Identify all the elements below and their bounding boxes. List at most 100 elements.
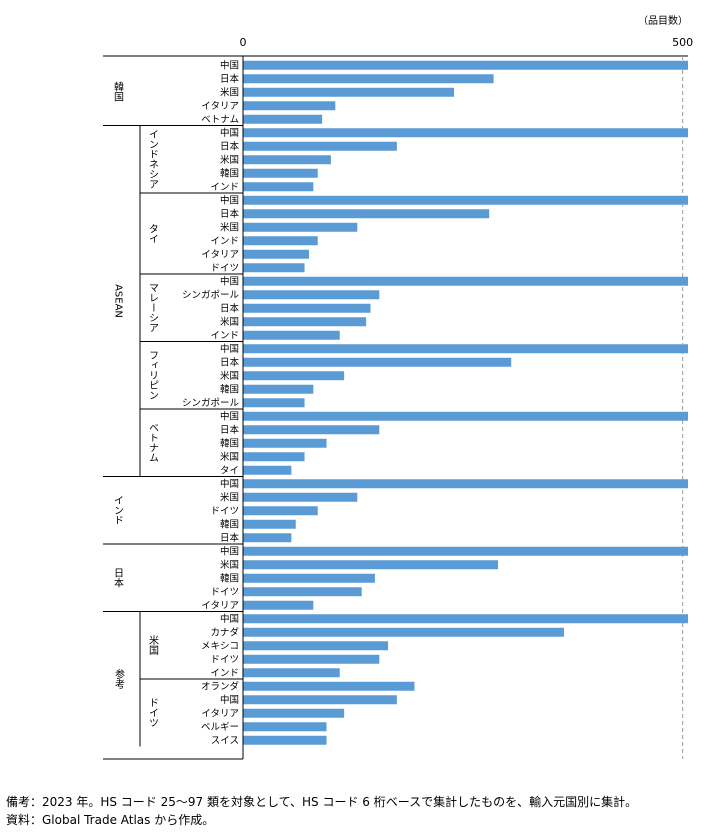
category-label: 米国 <box>220 370 239 382</box>
country-label: フィリピン <box>147 350 158 400</box>
category-label: 米国 <box>220 87 239 99</box>
category-label: インド <box>210 331 239 342</box>
category-label: 日本 <box>220 424 240 436</box>
country-label: インドネシア <box>147 129 159 189</box>
bar <box>243 425 380 435</box>
bar <box>243 438 327 448</box>
note-remarks: 備考：2023 年。HS コード 25～97 類を対象として、HS コード 6 … <box>6 795 638 809</box>
category-label: ベトナム <box>201 115 239 126</box>
category-label: ドイツ <box>210 655 239 666</box>
bar <box>243 317 367 327</box>
category-label: 米国 <box>220 222 239 234</box>
category-label: 韓国 <box>220 574 239 585</box>
category-label: 韓国 <box>220 439 239 450</box>
country-label: インド <box>112 495 124 525</box>
category-label: イタリア <box>201 709 239 720</box>
bar <box>243 411 688 421</box>
bar <box>243 627 564 637</box>
category-label: タイ <box>220 466 239 477</box>
bar <box>243 128 688 138</box>
note-source: 資料：Global Trade Atlas から作成。 <box>6 813 215 827</box>
category-label: カナダ <box>210 627 239 639</box>
category-label: 米国 <box>220 451 239 463</box>
category-label: 中国 <box>220 411 239 423</box>
category-label: インド <box>210 668 239 679</box>
category-label: 韓国 <box>220 385 239 396</box>
region-label: 参考 <box>113 668 125 690</box>
category-label: 米国 <box>220 316 239 328</box>
bar-chart: （品目数）05001,0001,5002,000中国日本米国イタリアベトナム中国… <box>103 14 693 760</box>
bar <box>243 546 688 556</box>
category-label: 中国 <box>220 276 239 288</box>
category-label: イタリア <box>201 101 239 112</box>
bar <box>243 681 415 691</box>
bar <box>243 182 314 192</box>
bar <box>243 263 305 273</box>
category-label: ベルギー <box>201 722 239 733</box>
bar <box>243 587 362 597</box>
category-label: 中国 <box>220 60 239 72</box>
category-label: ドイツ <box>210 263 239 274</box>
bar <box>243 398 305 408</box>
bar <box>243 384 314 394</box>
bar <box>243 600 314 610</box>
bar <box>243 303 371 313</box>
category-label: スイス <box>211 736 239 747</box>
country-label: 米国 <box>147 634 159 656</box>
bar <box>243 641 389 651</box>
category-label: 中国 <box>220 343 239 355</box>
x-tick-label: 500 <box>672 36 693 49</box>
unit-label: （品目数） <box>638 14 688 27</box>
category-label: 日本 <box>220 73 240 85</box>
country-label: ベトナム <box>147 423 159 463</box>
bar <box>243 276 688 286</box>
country-label: タイ <box>147 223 159 243</box>
bar <box>243 465 292 475</box>
category-label: 米国 <box>220 559 239 571</box>
bar <box>243 695 397 705</box>
category-label: メキシコ <box>201 641 239 652</box>
category-label: オランダ <box>201 681 240 693</box>
category-label: 日本 <box>220 532 240 544</box>
bar <box>243 168 318 178</box>
bar <box>243 222 358 232</box>
category-label: 韓国 <box>220 169 239 180</box>
bar <box>243 654 380 664</box>
bar <box>243 519 296 529</box>
bar <box>243 195 688 205</box>
bar <box>243 114 323 124</box>
bar <box>243 330 340 340</box>
x-tick-label: 0 <box>240 36 247 49</box>
category-label: シンガポール <box>182 398 240 409</box>
category-label: 日本 <box>220 303 240 315</box>
bar <box>243 357 512 367</box>
category-label: 日本 <box>220 357 240 369</box>
bar <box>243 141 397 151</box>
country-label: 日本 <box>112 568 124 589</box>
category-label: シンガポール <box>182 290 240 301</box>
category-label: イタリア <box>201 250 239 261</box>
category-label: 中国 <box>220 694 239 706</box>
bar <box>243 101 336 111</box>
category-label: 韓国 <box>220 520 239 531</box>
category-label: 中国 <box>220 546 239 558</box>
country-label: マレーシア <box>147 283 158 333</box>
bar <box>243 573 375 583</box>
country-label: ドイツ <box>147 698 159 728</box>
category-label: 中国 <box>220 478 239 490</box>
country-label: 韓国 <box>112 82 124 103</box>
bar <box>243 668 340 678</box>
bar <box>243 344 688 354</box>
category-label: 米国 <box>220 492 239 504</box>
bar <box>243 614 688 624</box>
category-label: 中国 <box>220 127 239 139</box>
bar <box>243 74 494 84</box>
bar <box>243 209 490 219</box>
category-label: 日本 <box>220 208 240 220</box>
bar <box>243 236 318 246</box>
bar <box>243 533 292 543</box>
bar <box>243 155 331 165</box>
notes: 備考：2023 年。HS コード 25～97 類を対象として、HS コード 6 … <box>6 793 637 829</box>
bar <box>243 452 305 462</box>
category-label: ドイツ <box>210 506 239 517</box>
